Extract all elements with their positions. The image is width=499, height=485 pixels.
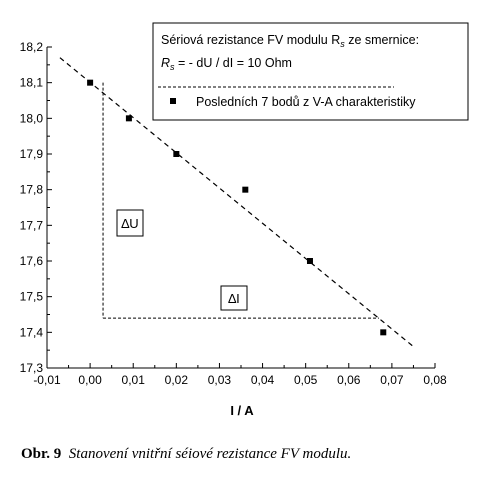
legend-line-1: Sériová rezistance FV modulu Rs ze smern… [161,33,419,49]
legend-square-marker [170,98,176,104]
ticks-group: -0,01 0,00 0,01 0,02 0,03 0,04 0,05 0,06 0,07 0,0… [20,40,447,387]
delta-i-box [220,285,248,311]
y-tick-label: 17,5 [20,290,44,304]
x-tick-label: 0,03 [208,373,232,387]
x-tick-label: 0,07 [380,373,404,387]
x-tick-label: 0,06 [337,373,361,387]
fit-line-group [59,57,414,348]
chart: -0,01 0,00 0,01 0,02 0,03 0,04 0,05 0,06 0,07 0,0… [20,22,469,418]
data-points-group [87,79,387,336]
x-tick-label: 0,05 [294,373,318,387]
x-tick-label: 0,02 [165,373,189,387]
data-point [242,186,249,193]
delta-i-label: ∆I [228,291,240,306]
delta-triangle-group [102,82,379,319]
caption-label: Obr. 9 [21,446,62,462]
y-tick-label: 17,6 [20,254,44,268]
x-tick-label: 0,04 [251,373,275,387]
figure-caption: Obr. 9 Stanovení vnitřní séiové rezistan… [21,446,491,463]
legend-box [152,22,469,121]
x-tick-label: 0,00 [78,373,102,387]
data-point [125,115,132,122]
x-axis-title: I / A [230,403,254,418]
y-tick-label: 17,3 [20,361,44,375]
data-point [173,151,180,157]
legend-entry-label: Posledních 7 bodů z V-A charakteristiky [196,95,416,109]
data-point [87,79,94,86]
y-tick-label: 17,4 [20,325,44,339]
y-tick-label: 18,0 [20,111,44,125]
fit-line [59,57,414,348]
delta-u-label: ∆U [121,216,138,231]
legend: Sériová rezistance FV modulu Rs ze smern… [152,22,469,121]
legend-line-2: Rs = - dU / dI = 10 Ohm [161,56,292,72]
data-point [306,258,313,264]
x-tick-label: -0,01 [33,373,61,387]
y-tick-label: 18,2 [20,40,44,54]
y-tick-label: 17,7 [20,218,44,232]
y-tick-label: 17,8 [20,183,44,197]
x-tick-label: 0,01 [122,373,146,387]
x-tick-label: 0,08 [423,373,447,387]
y-tick-label: 17,9 [20,147,44,161]
data-point [380,329,387,336]
y-tick-label: 18,1 [20,76,44,90]
caption-text: Stanovení vnitřní séiové rezistance FV m… [68,446,352,462]
delta-u-box [116,209,144,237]
